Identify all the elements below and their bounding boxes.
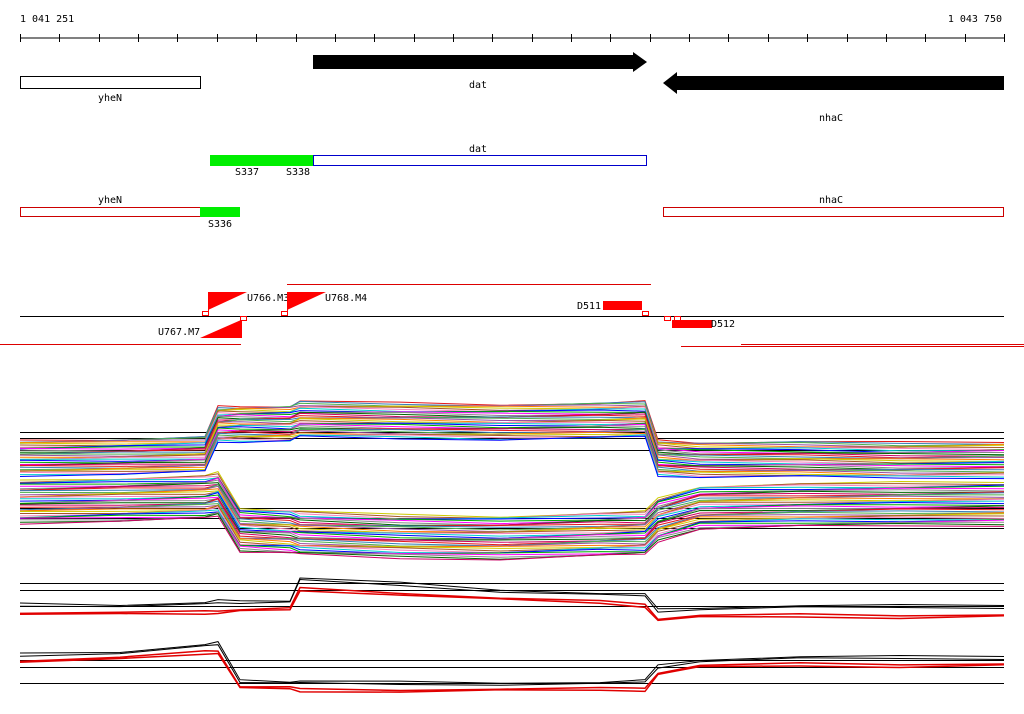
annotation-label: nhaC xyxy=(819,195,843,206)
probe xyxy=(281,311,288,316)
feature-label: U768.M4 xyxy=(325,293,367,304)
probe-boxes xyxy=(202,311,681,321)
feature-label: U766.M3 xyxy=(247,293,289,304)
feature-box xyxy=(672,320,712,328)
segment xyxy=(200,207,240,217)
probe xyxy=(674,316,681,321)
trace xyxy=(19,650,1005,692)
transcript-label: dat xyxy=(469,144,487,155)
segment-label: S338 xyxy=(286,167,310,178)
trace xyxy=(19,488,1005,533)
feature-box xyxy=(603,301,642,310)
trace xyxy=(19,644,1005,686)
ruler-start: 1 041 251 xyxy=(20,14,74,25)
ruler: 1 041 251 1 043 750 xyxy=(20,14,1005,42)
trace xyxy=(19,586,1005,621)
trace xyxy=(19,578,1005,613)
annotation-label: yheN xyxy=(98,195,122,206)
ruler-end: 1 043 750 xyxy=(948,14,1002,25)
trace xyxy=(19,577,1005,610)
trace xyxy=(19,491,1005,534)
feature-label: D512 xyxy=(711,319,735,330)
gene-label: nhaC xyxy=(819,113,843,124)
transcript-box xyxy=(313,155,647,166)
annotation-box xyxy=(663,207,1004,217)
trace xyxy=(19,515,1005,561)
feature-label: D511 xyxy=(577,301,601,312)
probe xyxy=(240,316,247,321)
gene-label: yheN xyxy=(98,93,122,104)
probe xyxy=(664,316,671,321)
trace xyxy=(19,511,1005,555)
feature-label: U767.M7 xyxy=(158,327,200,338)
gene-label: dat xyxy=(469,80,487,91)
gene-arrow xyxy=(313,52,647,72)
trace xyxy=(19,641,1005,684)
probe xyxy=(642,311,649,316)
segment-label: S337 xyxy=(235,167,259,178)
feature-flag xyxy=(200,320,241,338)
trace xyxy=(19,590,1005,622)
expression-traces xyxy=(19,400,1005,693)
trace xyxy=(19,435,1005,480)
annotation-box xyxy=(20,207,201,217)
segment-label: S336 xyxy=(208,219,232,230)
segment xyxy=(210,155,313,166)
feature-flag xyxy=(287,292,326,310)
gene-box xyxy=(20,76,201,89)
feature-flag xyxy=(208,292,247,310)
gene-arrow xyxy=(663,72,1004,94)
trace xyxy=(19,652,1005,693)
probe xyxy=(202,311,209,316)
